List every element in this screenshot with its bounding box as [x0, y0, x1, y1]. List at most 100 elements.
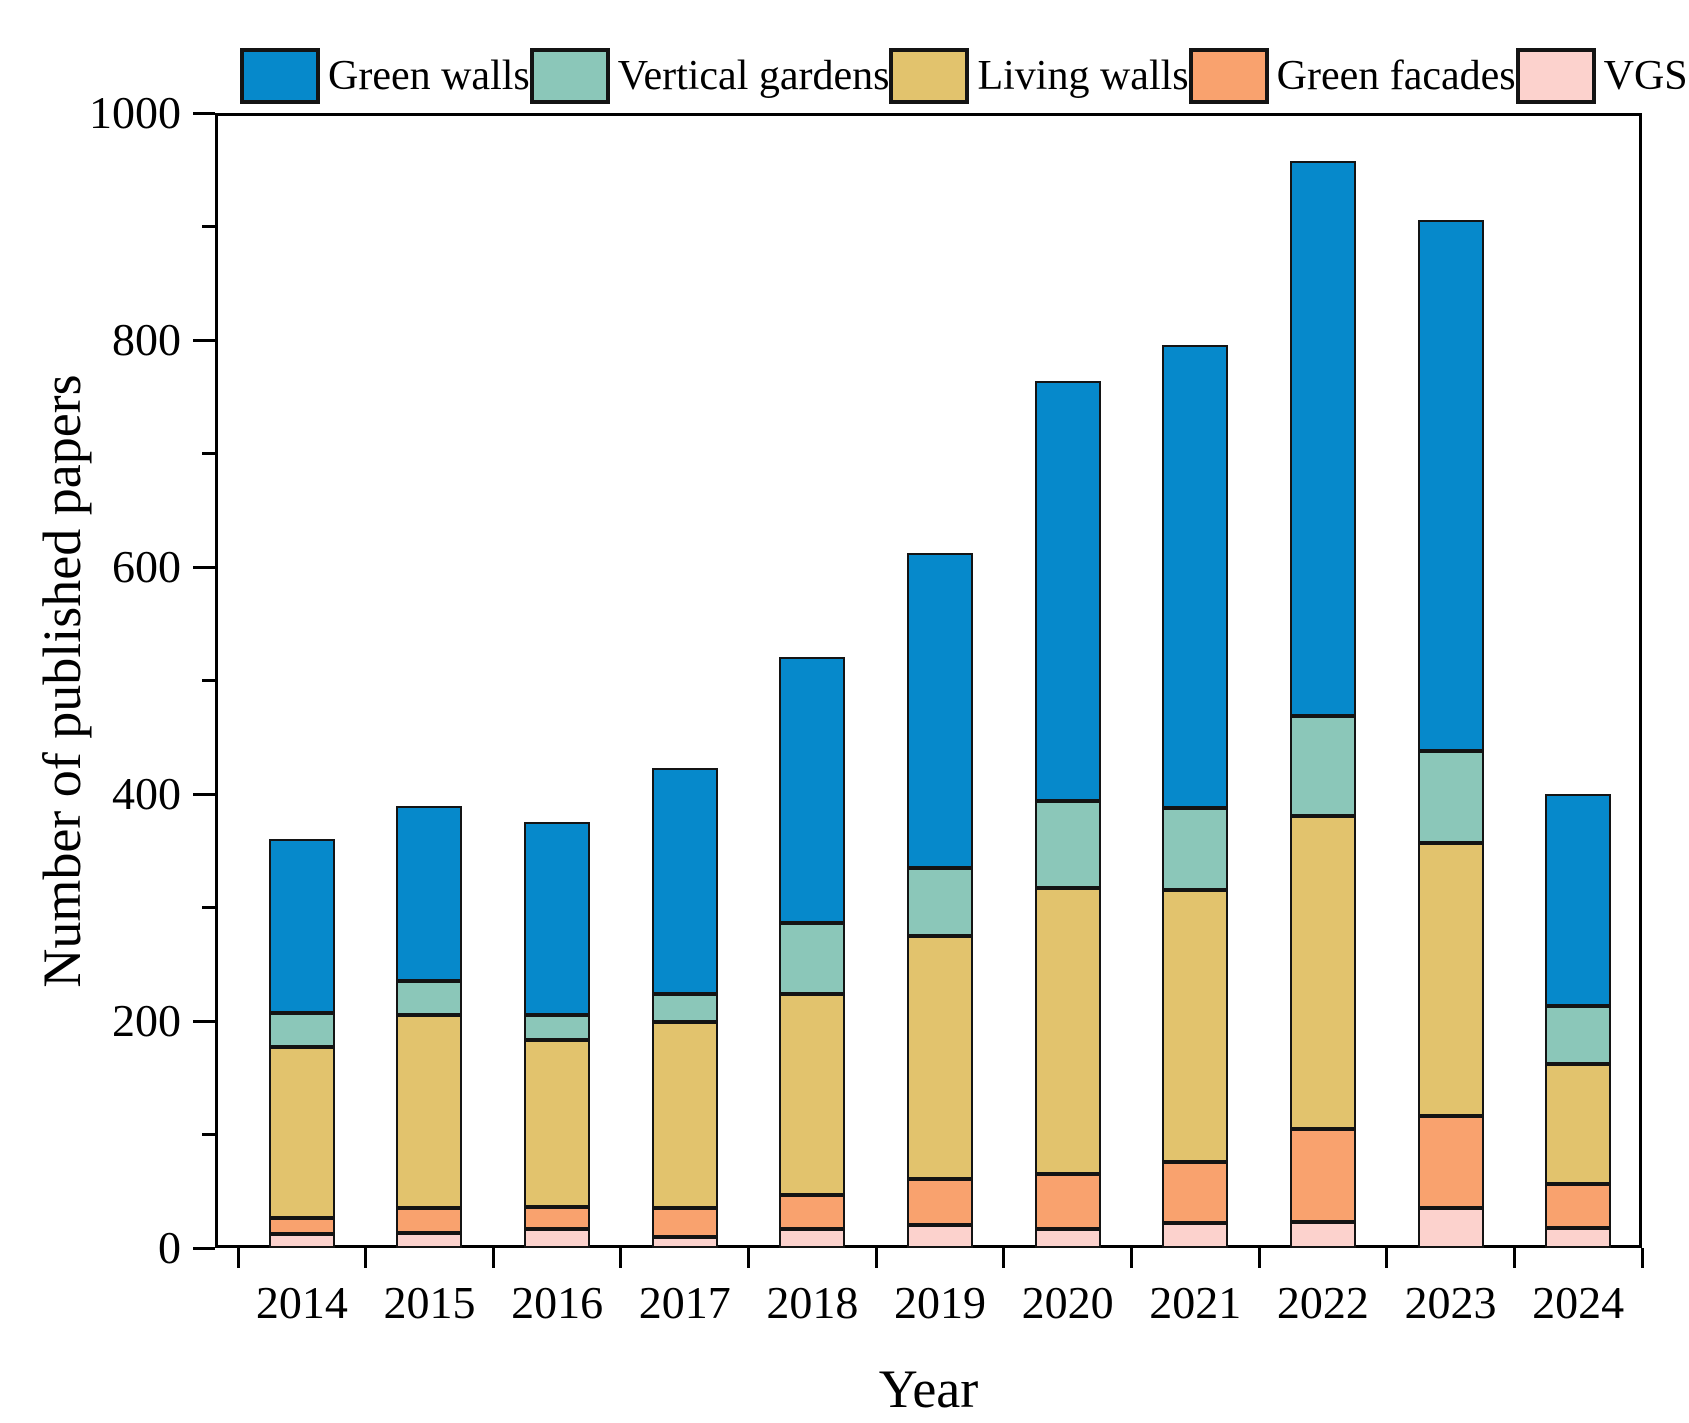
y-tick-label: 1000: [89, 87, 181, 138]
bar-segment-living-walls: [1545, 1064, 1612, 1185]
x-boundary-tick: [1257, 1248, 1261, 1268]
x-tick-label: 2020: [1021, 1277, 1114, 1328]
bar-segment-green-facades: [1034, 1174, 1101, 1229]
chart-legend: Green walls Vertical gardens Living walls G…: [240, 48, 1688, 104]
bar-segment-living-walls: [396, 1015, 463, 1209]
bar-segment-living-walls: [524, 1040, 591, 1208]
legend-label: Green walls: [328, 53, 530, 99]
y-minor-tick: [202, 1133, 215, 1136]
bar-segment-living-walls: [1289, 815, 1356, 1129]
bar-segment-vertical-gardens: [1289, 715, 1356, 816]
y-minor-tick: [202, 225, 215, 228]
x-tick-label: 2015: [383, 1277, 476, 1328]
bar-segment-vertical-gardens: [1034, 800, 1101, 889]
legend-swatch: [889, 48, 970, 104]
y-tick-label: 0: [158, 1222, 181, 1273]
x-boundary-tick: [236, 1248, 240, 1268]
legend-label: VGS: [1603, 53, 1688, 99]
x-boundary-tick: [1512, 1248, 1516, 1268]
bar-segment-living-walls: [779, 993, 846, 1195]
x-boundary-tick: [1002, 1248, 1006, 1268]
x-boundary-tick: [364, 1248, 368, 1268]
x-tick-label: 2023: [1404, 1277, 1497, 1328]
y-tick-label: 600: [112, 541, 181, 592]
legend-label: Vertical gardens: [617, 53, 890, 99]
bar-segment-vgs: [1034, 1228, 1101, 1248]
bar-segment-vertical-gardens: [779, 923, 846, 994]
x-boundary-tick: [1129, 1248, 1133, 1268]
x-tick-label: 2018: [766, 1277, 859, 1328]
legend-swatch: [529, 48, 610, 104]
y-major-tick: [193, 792, 215, 796]
bar-segment-vgs: [1417, 1208, 1484, 1248]
bar-segment-vertical-gardens: [907, 867, 973, 936]
bar-segment-vgs: [396, 1233, 463, 1248]
bar-segment-vertical-gardens: [1545, 1006, 1612, 1065]
y-tick-label: 800: [112, 314, 181, 365]
bar-segment-vgs: [651, 1236, 718, 1248]
bar-segment-vgs: [524, 1228, 591, 1248]
legend-item-living-walls: Living walls: [889, 48, 1189, 104]
bar-segment-green-walls: [1289, 160, 1356, 716]
bar-segment-green-walls: [651, 767, 718, 994]
x-tick-label: 2014: [255, 1277, 348, 1328]
x-tick-label: 2022: [1276, 1277, 1369, 1328]
legend-swatch: [1515, 48, 1596, 104]
bar-segment-green-walls: [396, 806, 463, 982]
x-boundary-tick: [874, 1248, 878, 1268]
y-major-tick: [193, 1246, 215, 1250]
bar-segment-green-facades: [651, 1208, 718, 1237]
legend-item-green-walls: Green walls: [240, 48, 530, 104]
bar-segment-green-facades: [1162, 1161, 1229, 1224]
y-major-tick: [193, 338, 215, 342]
y-minor-tick: [202, 906, 215, 909]
legend-label: Green facades: [1276, 53, 1516, 99]
bar-segment-green-walls: [1034, 380, 1101, 801]
bar-segment-vgs: [1545, 1227, 1612, 1248]
bar-segment-living-walls: [1034, 888, 1101, 1175]
x-axis-title: Year: [878, 1359, 979, 1419]
bar-segment-green-walls: [268, 839, 335, 1014]
bar-segment-vgs: [1289, 1221, 1356, 1248]
y-major-tick: [193, 565, 215, 569]
bar-segment-green-walls: [907, 553, 973, 868]
bar-segment-living-walls: [1162, 890, 1229, 1162]
legend-label: Living walls: [977, 53, 1189, 99]
bar-segment-green-facades: [907, 1178, 973, 1226]
x-tick-label: 2017: [638, 1277, 731, 1328]
y-major-tick: [193, 1019, 215, 1023]
bar-segment-green-walls: [1545, 794, 1612, 1007]
bar-segment-green-walls: [779, 656, 846, 924]
bar-segment-green-walls: [524, 822, 591, 1016]
bar-segment-green-facades: [1417, 1116, 1484, 1209]
x-tick-label: 2021: [1149, 1277, 1242, 1328]
bar-segment-vertical-gardens: [396, 981, 463, 1016]
bar-segment-vertical-gardens: [651, 993, 718, 1023]
bar-segment-green-facades: [779, 1194, 846, 1229]
x-boundary-tick: [1640, 1248, 1644, 1268]
bar-segment-vertical-gardens: [1162, 807, 1229, 891]
bar-segment-green-facades: [268, 1218, 335, 1235]
legend-swatch: [240, 48, 320, 104]
bar-segment-vertical-gardens: [1417, 750, 1484, 843]
x-tick-label: 2024: [1532, 1277, 1625, 1328]
bar-segment-green-facades: [1289, 1128, 1356, 1222]
y-minor-tick: [202, 452, 215, 455]
bar-segment-green-walls: [1417, 219, 1484, 751]
x-tick-label: 2019: [894, 1277, 986, 1328]
legend-item-vgs: VGS: [1515, 48, 1688, 104]
y-tick-label: 200: [112, 995, 181, 1046]
bar-segment-vgs: [907, 1225, 973, 1248]
bar-segment-vertical-gardens: [524, 1015, 591, 1041]
legend-item-green-facades: Green facades: [1188, 48, 1516, 104]
bar-segment-vgs: [1162, 1223, 1229, 1248]
y-major-tick: [193, 111, 215, 115]
x-boundary-tick: [747, 1248, 751, 1268]
y-minor-tick: [202, 679, 215, 682]
y-tick-label: 400: [112, 768, 181, 819]
y-axis-title: Number of published papers: [32, 373, 92, 988]
bar-segment-green-walls: [1162, 344, 1229, 808]
bar-segment-green-facades: [396, 1208, 463, 1234]
bar-segment-vertical-gardens: [268, 1013, 335, 1048]
